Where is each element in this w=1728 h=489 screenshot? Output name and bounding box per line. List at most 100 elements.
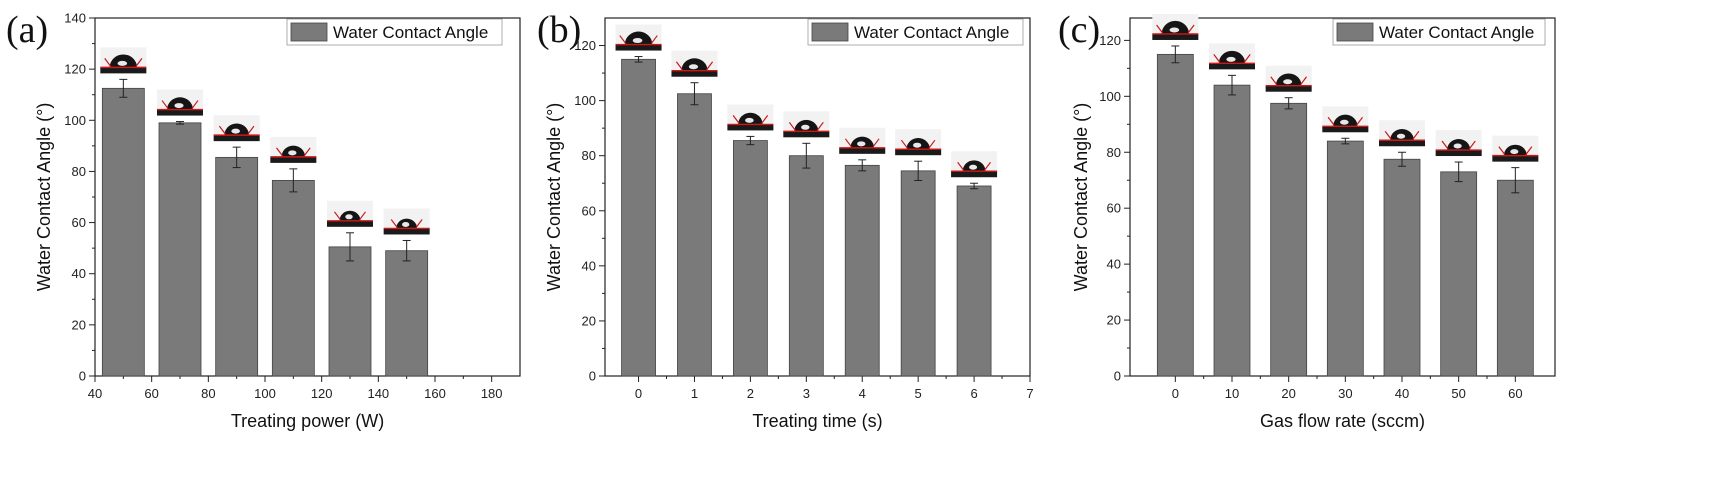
droplet-highlight [1283, 79, 1293, 85]
bar [1383, 158, 1421, 377]
substrate [839, 147, 886, 154]
angle-marker-right [1468, 140, 1476, 150]
droplet-highlight [402, 221, 410, 227]
angle-marker-left [957, 161, 965, 171]
chart-panel-a: (a) 0 20 40 60 80 100 120 140 40 60 80 100 120 140 160 1… [6, 9, 521, 431]
y-tick-label: 140 [64, 11, 86, 26]
substrate [615, 44, 662, 51]
angle-marker-left [844, 138, 852, 148]
angle-marker-left [1213, 53, 1221, 63]
bar [385, 250, 429, 377]
angle-marker-right [1300, 76, 1308, 86]
x-tick-label: 10 [1225, 386, 1239, 401]
angle-marker-left [900, 139, 908, 149]
angle-marker-right [359, 211, 367, 221]
droplet-image [839, 127, 886, 154]
angle-marker-left [1498, 146, 1506, 155]
legend-swatch [811, 22, 849, 42]
legend-swatch [1336, 22, 1374, 42]
y-tick-label: 0 [589, 369, 596, 384]
legend-label: Water Contact Angle [1379, 23, 1534, 42]
x-tick-label: 60 [144, 386, 158, 401]
y-tick-label: 100 [1099, 89, 1121, 104]
droplet-highlight [117, 60, 128, 66]
droplet-image [727, 104, 774, 131]
angle-marker-left [390, 219, 398, 228]
panel-label: (c) [1058, 9, 1100, 51]
bar [1213, 84, 1251, 377]
y-tick-label: 20 [1107, 313, 1121, 328]
angle-marker-left [104, 58, 112, 67]
substrate [1435, 150, 1482, 157]
droplet-image [1265, 65, 1312, 92]
droplet-image [213, 115, 260, 142]
bar [158, 122, 202, 377]
substrate [671, 70, 718, 77]
droplet-image [615, 24, 662, 51]
droplet-image [1322, 106, 1369, 133]
droplet-highlight [345, 214, 353, 220]
substrate [895, 149, 942, 156]
y-tick-label: 60 [1107, 201, 1121, 216]
angle-marker-right [135, 58, 143, 67]
droplet-image [1209, 43, 1255, 70]
y-tick-label: 60 [72, 215, 86, 230]
y-tick-label: 100 [574, 93, 596, 108]
bar [844, 164, 880, 377]
x-axis-title: Treating time (s) [752, 411, 882, 431]
droplet-image [783, 111, 830, 138]
y-tick-label: 120 [1099, 33, 1121, 48]
droplet-image [951, 151, 998, 178]
droplet-image [671, 50, 718, 77]
droplet-image [1152, 13, 1199, 40]
angle-marker-right [872, 138, 880, 148]
bar [215, 156, 259, 377]
substrate [951, 171, 998, 178]
panel-label: (a) [6, 9, 48, 51]
bar [1156, 53, 1194, 377]
x-tick-label: 7 [1026, 386, 1033, 401]
y-tick-label: 120 [574, 38, 596, 53]
angle-marker-right [761, 115, 769, 124]
droplet-image [270, 136, 317, 163]
droplet-highlight [231, 128, 240, 134]
y-tick-label: 40 [582, 258, 596, 273]
bar [900, 170, 936, 377]
substrate [157, 109, 203, 116]
droplet-image [327, 200, 373, 227]
x-tick-label: 80 [201, 386, 215, 401]
y-tick-label: 20 [72, 317, 86, 332]
x-tick-label: 50 [1451, 386, 1465, 401]
substrate [327, 220, 373, 227]
droplet-image [1379, 120, 1425, 147]
angle-marker-left [675, 61, 683, 71]
bar [101, 87, 145, 377]
x-tick-label: 40 [88, 386, 102, 401]
substrate [1492, 155, 1539, 162]
substrate [270, 156, 317, 163]
x-tick-label: 0 [1172, 386, 1179, 401]
angle-marker-right [650, 35, 658, 44]
droplet-highlight [688, 64, 699, 70]
bar [788, 155, 824, 377]
x-tick-label: 3 [803, 386, 810, 401]
bar [956, 185, 992, 377]
droplet-shape [624, 31, 653, 45]
substrate [727, 124, 774, 131]
x-axis-title: Gas flow rate (sccm) [1260, 411, 1425, 431]
droplet-highlight [1396, 133, 1406, 139]
droplet-highlight [801, 124, 810, 130]
angle-marker-right [1243, 53, 1251, 63]
bar [732, 140, 768, 377]
bar [677, 93, 712, 377]
substrate [1209, 63, 1255, 70]
y-tick-label: 0 [1114, 369, 1121, 384]
angle-marker-right [706, 61, 714, 71]
angle-marker-left [1156, 24, 1164, 34]
y-tick-label: 0 [79, 369, 86, 384]
y-tick-label: 80 [1107, 145, 1121, 160]
angle-marker-right [928, 139, 936, 149]
bar [328, 246, 372, 377]
x-tick-label: 20 [1281, 386, 1295, 401]
angle-marker-left [619, 35, 627, 44]
